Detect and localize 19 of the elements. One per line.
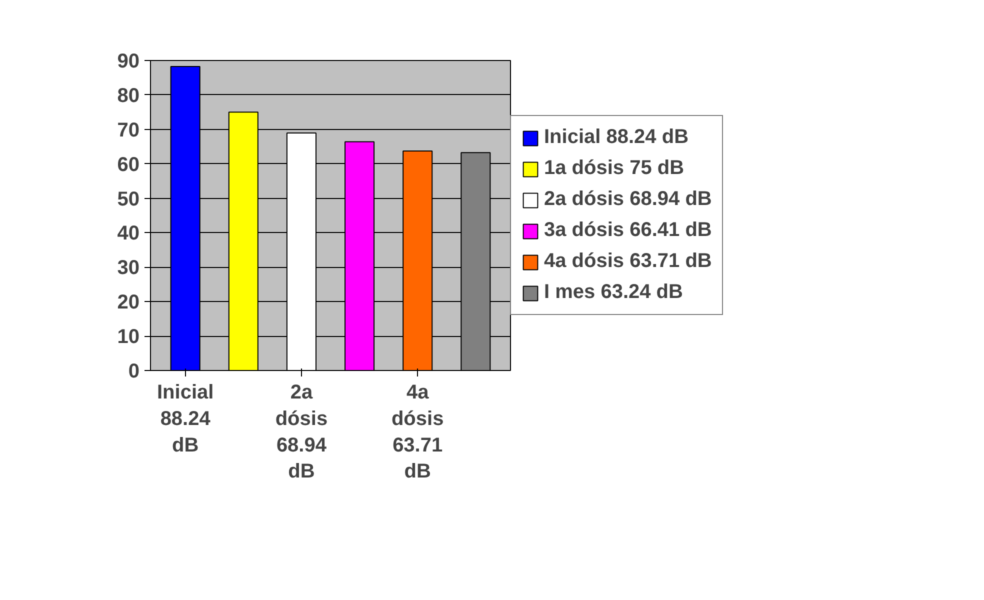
y-tick-label: 20 bbox=[117, 292, 140, 314]
legend-label: Inicial 88.24 dB bbox=[544, 126, 689, 149]
y-tick-label: 30 bbox=[117, 257, 140, 280]
x-tick-label: 2a dósis 68.94 dB bbox=[275, 382, 328, 483]
y-tick-label: 40 bbox=[117, 222, 140, 245]
y-tick-label: 70 bbox=[117, 119, 140, 142]
y-tick-label: 80 bbox=[117, 84, 140, 107]
legend-label: 4a dósis 63.71 dB bbox=[544, 250, 712, 273]
legend-label: 3a dósis 66.41 dB bbox=[544, 219, 712, 242]
legend-label: 2a dósis 68.94 dB bbox=[544, 188, 712, 211]
y-tick-label: 50 bbox=[117, 188, 140, 210]
x-tick-label: Inicial 88.24 dB bbox=[156, 382, 214, 456]
legend-label: I mes 63.24 dB bbox=[544, 281, 683, 304]
y-tick-label: 0 bbox=[128, 360, 140, 382]
y-tick-label: 10 bbox=[117, 326, 140, 348]
y-tick-label: 60 bbox=[117, 154, 140, 176]
legend-label: 1a dósis 75 dB bbox=[544, 157, 684, 180]
y-tick-label: 90 bbox=[117, 50, 140, 72]
x-tick-label: 4a dósis 63.71 dB bbox=[391, 382, 444, 483]
